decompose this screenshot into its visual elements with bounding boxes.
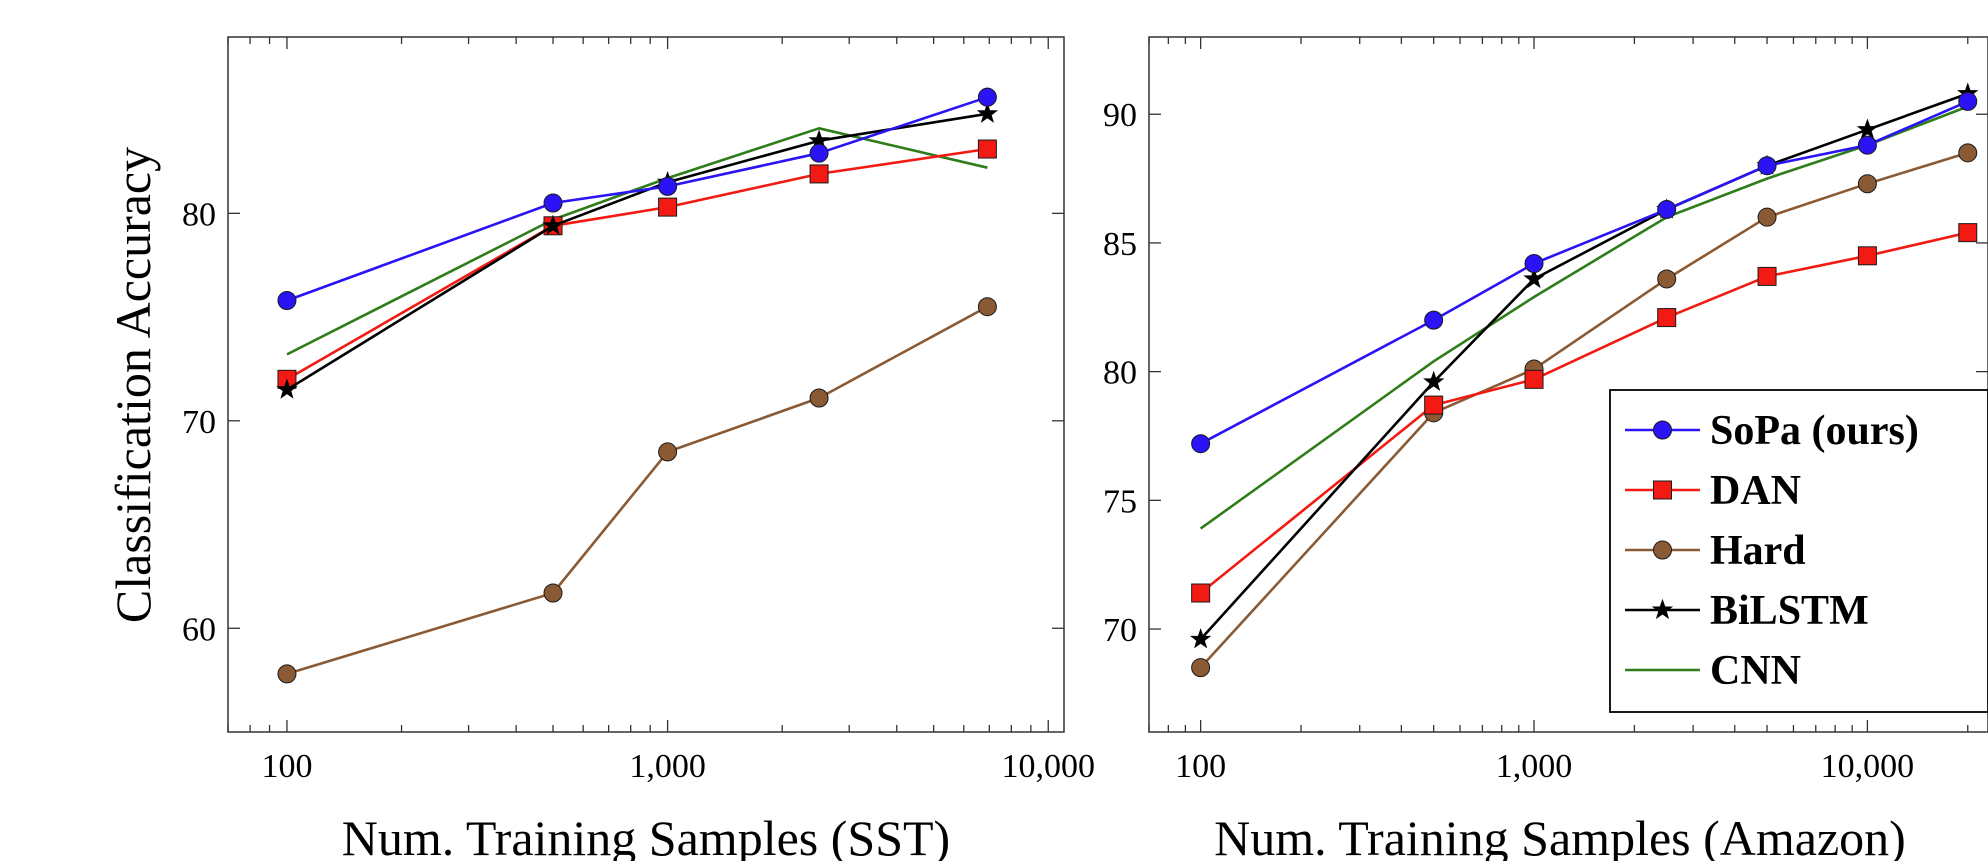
point-sopa	[1757, 156, 1777, 176]
y-tick-label: 70	[182, 404, 216, 441]
x-tick-label: 10,000	[1821, 748, 1915, 785]
point-dan	[1424, 395, 1444, 415]
legend-marker-dan	[1653, 480, 1672, 500]
y-tick-label: 70	[1103, 612, 1137, 649]
point-sopa	[1424, 310, 1444, 330]
point-hard	[1857, 174, 1877, 194]
point-sopa	[1657, 199, 1677, 219]
point-bilstm	[1856, 118, 1879, 139]
point-hard	[1958, 143, 1978, 163]
y-tick-label: 85	[1103, 226, 1137, 263]
legend: SoPa (ours) DAN Hard BiLSTM CNN	[1609, 389, 1988, 713]
x-tick-label: 10,000	[1001, 748, 1095, 785]
point-dan	[977, 139, 997, 159]
point-bilstm	[1523, 267, 1545, 289]
legend-label-hard: Hard	[1710, 528, 1806, 574]
point-dan	[1191, 583, 1211, 603]
point-bilstm	[542, 214, 564, 235]
y-axis-title: Classification Accuracy	[105, 147, 161, 623]
point-sopa	[658, 176, 678, 196]
plot-area-frame	[227, 36, 1065, 733]
point-hard	[543, 583, 563, 603]
y-tick-label: 90	[1103, 97, 1137, 134]
point-hard	[658, 442, 678, 462]
legend-label-dan: DAN	[1710, 468, 1801, 514]
y-tick-label: 80	[1103, 355, 1137, 392]
legend-marker-hard	[1653, 540, 1672, 560]
y-tick-label: 80	[182, 196, 216, 233]
series-group	[276, 87, 999, 684]
x-axis-title: Num. Training Samples (SST)	[342, 810, 950, 861]
point-sopa	[1524, 254, 1544, 274]
legend-marker-sopa	[1653, 420, 1672, 440]
x-tick-label: 1,000	[1496, 748, 1573, 785]
point-sopa	[809, 143, 829, 163]
point-hard	[1191, 658, 1211, 678]
point-dan	[809, 164, 829, 184]
point-sopa	[277, 290, 297, 310]
point-hard	[809, 388, 829, 408]
legend-label-cnn: CNN	[1710, 648, 1801, 694]
x-axis-title: Num. Training Samples (Amazon)	[1214, 810, 1906, 861]
point-hard	[277, 664, 297, 684]
point-dan	[658, 197, 678, 217]
point-bilstm	[276, 378, 298, 399]
point-dan	[1958, 223, 1978, 243]
point-bilstm	[1423, 370, 1445, 391]
x-tick-label: 1,000	[629, 748, 706, 785]
legend-label-sopa: SoPa (ours)	[1710, 408, 1919, 454]
panel-sst: 100 1,000 10,000 60 70 80 Num. Training Sample…	[182, 36, 1095, 866]
legend-marker-bilstm	[1651, 598, 1674, 620]
x-tick-label: 100	[1175, 748, 1226, 785]
y-tick-label: 75	[1103, 483, 1137, 520]
point-bilstm	[976, 102, 999, 123]
x-tick-label: 100	[261, 748, 312, 785]
point-hard	[1757, 207, 1777, 227]
plot-area-frame	[1148, 36, 1988, 733]
point-dan	[1524, 369, 1544, 389]
point-dan	[1757, 266, 1777, 286]
point-sopa	[1857, 135, 1877, 155]
point-bilstm	[1189, 628, 1212, 649]
point-hard	[977, 297, 997, 317]
y-tick-label: 60	[182, 611, 216, 648]
point-dan	[1857, 246, 1877, 266]
legend-label-bilstm: BiLSTM	[1710, 588, 1869, 634]
series-group	[1189, 82, 1979, 678]
point-sopa	[543, 193, 563, 213]
point-sopa	[1191, 434, 1211, 454]
point-hard	[1657, 269, 1677, 289]
point-sopa	[1958, 91, 1978, 111]
point-sopa	[977, 87, 997, 107]
point-dan	[1657, 308, 1677, 328]
panel-amazon: 100 1,000 10,000 70 75 80 85 90 Num. Training Sa…	[1103, 36, 1988, 866]
